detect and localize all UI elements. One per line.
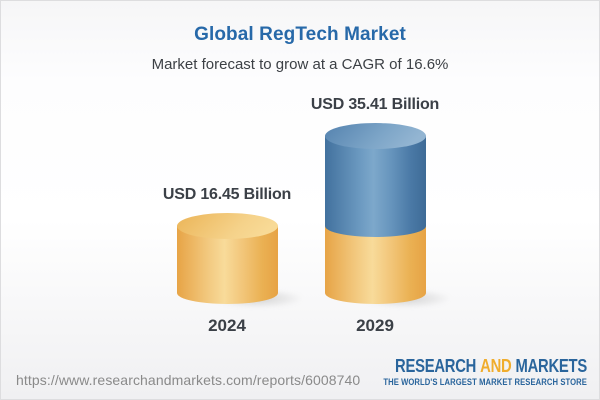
cylinder-cap-2029	[324, 122, 426, 149]
chart-subtitle: Market forecast to grow at a CAGR of 16.…	[151, 56, 449, 73]
logo-word-and: AND	[480, 355, 512, 376]
chart-title: Global RegTech Market	[194, 24, 406, 45]
value-label-2024: USD 16.45 Billion	[162, 185, 292, 203]
cylinder-body-2024	[176, 225, 278, 304]
logo-word-markets: MARKETS	[515, 355, 588, 376]
logo-word-research: RESEARCH	[395, 355, 477, 376]
value-label-2029: USD 35.41 Billion	[310, 95, 440, 113]
cylinder-growth-segment-2029	[324, 135, 426, 237]
year-label-2029: 2029	[356, 316, 394, 335]
logo-tagline: THE WORLD'S LARGEST MARKET RESEARCH STOR…	[383, 377, 587, 388]
logo-research-and-markets: RESEARCH AND MARKETS THE WORLD'S LARGEST M…	[347, 356, 587, 388]
cylinder-cap-2024	[176, 212, 278, 239]
cylinder-base-segment-2029	[324, 225, 426, 304]
year-label-2024: 2024	[208, 316, 246, 335]
logo-wordmark: RESEARCH AND MARKETS	[395, 356, 587, 375]
report-url[interactable]: https://www.researchandmarkets.com/repor…	[16, 372, 361, 388]
